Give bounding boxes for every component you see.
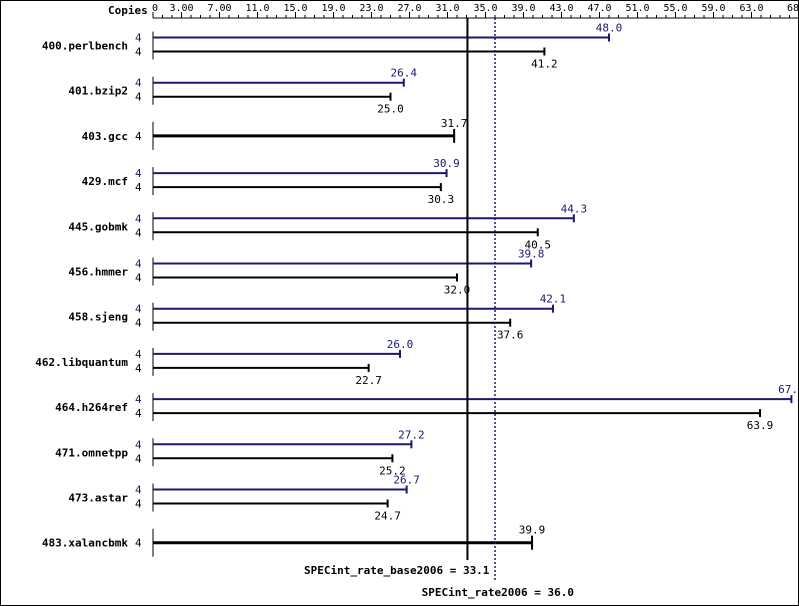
base-value-label: 24.7 [374, 510, 401, 523]
base-copies-count: 4 [135, 226, 142, 239]
x-axis-ticks: 0 3.00 7.00 11.0 15.0 19.0 23.0 27.0 31.0 35.0 39.… [152, 3, 799, 18]
peak-copies-count: 4 [135, 167, 142, 180]
x-tick-label: 59.0 [701, 3, 725, 14]
result-value-label: 31.7 [441, 117, 468, 130]
base-copies-count: 4 [135, 46, 142, 59]
base-value-label: 25.0 [377, 103, 404, 116]
peak-value-label: 30.9 [433, 157, 460, 170]
benchmark-row: 483.xalancbmk 4 39.9 [42, 524, 545, 557]
benchmark-name: 462.libquantum [35, 356, 128, 369]
base-value-label: 22.7 [355, 374, 382, 387]
copies-count: 4 [135, 537, 142, 550]
base-value-label: 25.2 [379, 464, 406, 477]
peak-value-label: 26.7 [393, 474, 420, 487]
x-tick-label: 47.0 [587, 3, 611, 14]
peak-summary-label: SPECint_rate2006 = 36.0 [422, 586, 574, 599]
peak-copies-count: 4 [135, 484, 142, 497]
x-tick-label: 51.0 [625, 3, 649, 14]
benchmark-name: 429.mcf [82, 175, 128, 188]
benchmark-row: 462.libquantum 44 26.0 22.7 [35, 338, 413, 387]
x-tick-label: 68.0 [787, 3, 799, 14]
x-tick-label: 3.00 [169, 3, 193, 14]
benchmark-row: 471.omnetpp 44 27.2 25.2 [55, 428, 425, 477]
base-copies-count: 4 [135, 272, 142, 285]
benchmark-name: 483.xalancbmk [42, 537, 128, 550]
peak-value-label: 42.1 [540, 293, 567, 306]
base-value-label: 63.9 [747, 419, 774, 432]
peak-copies-count: 4 [135, 393, 142, 406]
benchmark-name: 464.h264ref [55, 401, 128, 414]
peak-value-label: 67.2 [778, 383, 799, 396]
benchmark-rows: 400.perlbench4448.041.2401.bzip24426.425… [35, 22, 799, 557]
x-tick-label: 27.0 [397, 3, 421, 14]
summary-reference-lines: SPECint_rate_base2006 = 33.1 SPECint_rate… [304, 18, 574, 599]
benchmark-row: 400.perlbench 44 48.0 41.2 [42, 22, 622, 71]
benchmark-name: 445.gobmk [68, 220, 128, 233]
benchmark-row: 458.sjeng 44 42.1 37.6 [68, 293, 566, 342]
base-copies-count: 4 [135, 362, 142, 375]
peak-copies-count: 4 [135, 212, 142, 225]
benchmark-name: 458.sjeng [68, 311, 128, 324]
base-value-label: 30.3 [428, 193, 455, 206]
peak-value-label: 48.0 [596, 22, 623, 35]
benchmark-name: 471.omnetpp [55, 446, 128, 459]
x-tick-label: 63.0 [739, 3, 763, 14]
x-tick-label: 43.0 [549, 3, 573, 14]
benchmark-name: 401.bzip2 [68, 85, 128, 98]
peak-value-label: 44.3 [561, 202, 588, 215]
x-tick-label: 39.0 [511, 3, 535, 14]
benchmark-name: 403.gcc [82, 130, 128, 143]
x-tick-label: 19.0 [321, 3, 345, 14]
copies-count: 4 [135, 130, 142, 143]
x-tick-label: 23.0 [359, 3, 383, 14]
benchmark-name: 400.perlbench [42, 40, 128, 53]
benchmark-row: 464.h264ref 44 67.2 63.9 [55, 383, 799, 432]
copies-header: Copies [108, 4, 148, 17]
benchmark-row: 473.astar 44 26.7 24.7 [68, 474, 420, 523]
benchmark-row: 429.mcf 44 30.9 30.3 [82, 157, 460, 206]
x-tick-label: 11.0 [245, 3, 269, 14]
benchmark-name: 473.astar [68, 492, 128, 505]
base-value-label: 37.6 [497, 329, 524, 342]
peak-value-label: 27.2 [398, 428, 425, 441]
base-copies-count: 4 [135, 498, 142, 511]
base-copies-count: 4 [135, 317, 142, 330]
base-value-label: 32.0 [444, 284, 471, 297]
x-tick-label: 35.0 [473, 3, 497, 14]
x-tick-label: 15.0 [283, 3, 307, 14]
x-tick-label: 0 [152, 3, 158, 14]
benchmark-name: 456.hmmer [68, 266, 128, 279]
x-tick-label: 55.0 [663, 3, 687, 14]
base-copies-count: 4 [135, 407, 142, 420]
benchmark-row: 445.gobmk 44 44.3 40.5 [68, 202, 587, 251]
peak-copies-count: 4 [135, 32, 142, 45]
result-value-label: 39.9 [519, 524, 546, 537]
peak-copies-count: 4 [135, 348, 142, 361]
base-copies-count: 4 [135, 181, 142, 194]
peak-copies-count: 4 [135, 77, 142, 90]
benchmark-row: 403.gcc 4 31.7 [82, 117, 468, 150]
peak-copies-count: 4 [135, 438, 142, 451]
peak-value-label: 26.4 [391, 67, 418, 80]
base-copies-count: 4 [135, 91, 142, 104]
peak-copies-count: 4 [135, 258, 142, 271]
peak-value-label: 39.8 [518, 248, 545, 261]
peak-value-label: 26.0 [387, 338, 414, 351]
peak-copies-count: 4 [135, 303, 142, 316]
benchmark-row: 401.bzip2 44 26.4 25.0 [68, 67, 417, 116]
x-tick-label: 7.00 [207, 3, 231, 14]
base-value-label: 40.5 [525, 238, 552, 251]
base-summary-label: SPECint_rate_base2006 = 33.1 [304, 564, 490, 577]
base-value-label: 41.2 [531, 58, 558, 71]
base-copies-count: 4 [135, 452, 142, 465]
x-tick-label: 31.0 [435, 3, 459, 14]
